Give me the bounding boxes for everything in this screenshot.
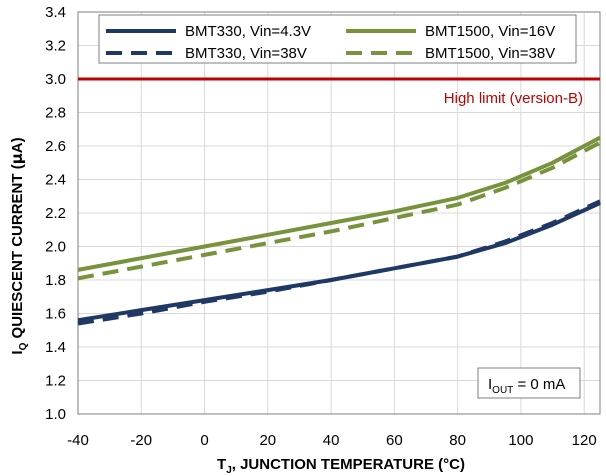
legend-label: BMT1500, Vin=16V [425, 23, 555, 40]
x-tick-label: 0 [200, 432, 208, 449]
plot-area [77, 11, 601, 415]
legend-label: BMT330, Vin=38V [185, 45, 307, 62]
y-tick-label: 2.8 [45, 105, 66, 122]
x-tick-label: 20 [259, 432, 276, 449]
y-tick-label: 1.0 [45, 406, 66, 423]
y-tick-label: 2.6 [45, 138, 66, 155]
series-line-2 [77, 199, 601, 326]
series-line-3 [77, 135, 601, 272]
y-tick-label: 1.4 [45, 339, 66, 356]
high-limit-label: High limit (version-B) [444, 90, 583, 107]
y-tick-labels: 1.0 1.2 1.4 1.6 1.8 2.0 2.2 2.4 2.6 2.8 3.0 3.2 3.4 [45, 4, 66, 423]
y-tick-label: 3.0 [45, 71, 66, 88]
x-tick-label: 60 [386, 432, 403, 449]
condition-label: IOUT = 0 mA [488, 376, 565, 396]
condition-box: IOUT = 0 mA [477, 367, 581, 399]
x-tick-label: -40 [67, 432, 89, 449]
y-tick-label: 3.2 [45, 38, 66, 55]
y-tick-label: 2.0 [45, 239, 66, 256]
y-tick-label: 1.8 [45, 272, 66, 289]
grid [77, 11, 600, 415]
condition-box-frame [477, 367, 581, 399]
series-line-4 [77, 140, 601, 281]
y-tick-label: 1.2 [45, 373, 66, 390]
y-tick-label: 1.6 [45, 306, 66, 323]
legend-box [98, 14, 577, 64]
y-tick-label: 3.4 [45, 4, 66, 21]
x-tick-labels: -40 -20 0 20 40 60 80 100 120 [67, 432, 597, 449]
legend-label: BMT330, Vin=4.3V [185, 23, 311, 40]
x-tick-label: 100 [508, 432, 533, 449]
y-axis-title: IQ QUIESCENT CURRENT (µA) [8, 137, 29, 354]
legend-label: BMT1500, Vin=38V [425, 45, 555, 62]
x-tick-label: 80 [449, 432, 466, 449]
y-tick-label: 2.4 [45, 172, 66, 189]
x-axis-title: TJ, JUNCTION TEMPERATURE (°C) [217, 456, 465, 476]
y-tick-label: 2.2 [45, 205, 66, 222]
x-tick-label: 120 [572, 432, 597, 449]
legend: BMT330, Vin=4.3V BMT1500, Vin=16V BMT330, … [98, 14, 577, 64]
x-tick-label: -20 [130, 432, 152, 449]
x-tick-label: 40 [323, 432, 340, 449]
series-lines [77, 135, 601, 326]
